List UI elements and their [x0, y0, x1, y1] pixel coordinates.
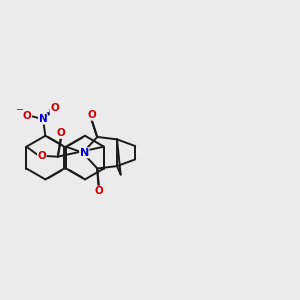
Text: O: O [57, 128, 66, 138]
Text: N: N [80, 148, 89, 158]
Text: +: + [45, 109, 52, 118]
Text: O: O [94, 186, 103, 196]
Text: −: − [16, 105, 25, 115]
Text: O: O [88, 110, 96, 120]
Text: O: O [50, 103, 59, 113]
Text: O: O [38, 151, 46, 161]
Text: O: O [23, 111, 32, 121]
Text: N: N [39, 114, 47, 124]
